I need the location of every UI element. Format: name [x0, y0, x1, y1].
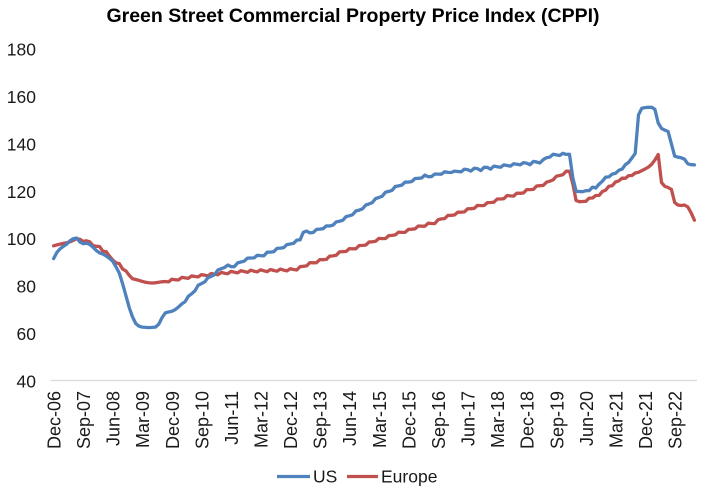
- svg-text:100: 100: [7, 229, 36, 249]
- svg-text:Mar-12: Mar-12: [252, 391, 272, 448]
- svg-text:Dec-12: Dec-12: [281, 391, 301, 449]
- svg-text:Jun-17: Jun-17: [459, 391, 479, 446]
- svg-text:180: 180: [7, 39, 36, 59]
- svg-text:Sep-07: Sep-07: [74, 391, 94, 449]
- svg-text:Sep-19: Sep-19: [547, 391, 567, 449]
- svg-text:Mar-15: Mar-15: [370, 391, 390, 448]
- svg-text:80: 80: [17, 277, 37, 297]
- svg-text:Dec-09: Dec-09: [163, 391, 183, 449]
- svg-text:US: US: [313, 466, 337, 486]
- svg-text:Mar-18: Mar-18: [488, 391, 508, 448]
- svg-text:Mar-09: Mar-09: [133, 391, 153, 448]
- svg-text:Jun-08: Jun-08: [104, 391, 124, 446]
- svg-text:160: 160: [7, 87, 36, 107]
- svg-text:40: 40: [17, 371, 37, 391]
- svg-text:140: 140: [7, 134, 36, 154]
- svg-text:Dec-15: Dec-15: [399, 391, 419, 449]
- svg-text:Jun-14: Jun-14: [340, 391, 360, 446]
- svg-text:Sep-13: Sep-13: [311, 391, 331, 449]
- svg-text:Sep-16: Sep-16: [429, 391, 449, 449]
- svg-text:Sep-22: Sep-22: [666, 391, 686, 449]
- svg-text:Europe: Europe: [381, 466, 437, 486]
- svg-text:Dec-06: Dec-06: [45, 391, 65, 449]
- svg-text:Jun-11: Jun-11: [222, 391, 242, 445]
- svg-text:Jun-20: Jun-20: [577, 391, 597, 446]
- svg-text:Dec-18: Dec-18: [518, 391, 538, 449]
- svg-text:Green Street Commercial Proper: Green Street Commercial Property Price I…: [106, 5, 599, 27]
- svg-text:60: 60: [17, 324, 37, 344]
- svg-text:120: 120: [7, 182, 36, 202]
- svg-text:Sep-10: Sep-10: [192, 391, 212, 449]
- svg-text:Dec-21: Dec-21: [636, 391, 656, 449]
- svg-text:Mar-21: Mar-21: [606, 391, 626, 448]
